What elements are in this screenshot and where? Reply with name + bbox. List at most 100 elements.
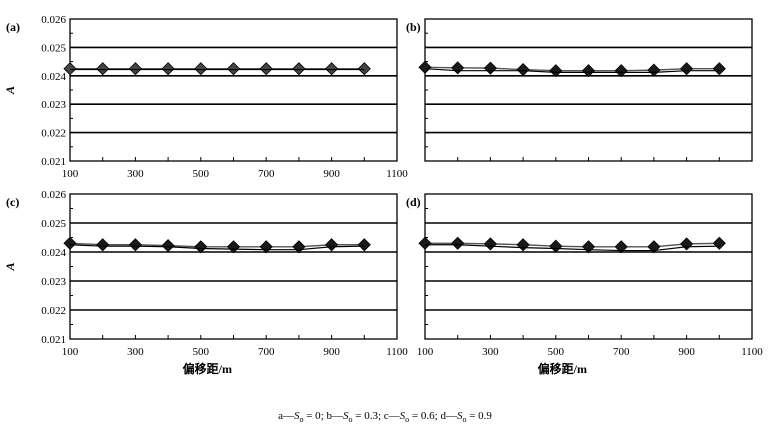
- plot-frame: [424, 193, 753, 340]
- data-point: [194, 240, 208, 254]
- data-point: [325, 238, 339, 252]
- series-2: [69, 244, 365, 251]
- panel-label: (c): [6, 195, 19, 209]
- data-point: [516, 62, 530, 77]
- series-2: [425, 244, 720, 252]
- x-axis-label: 偏移距/m: [183, 361, 232, 376]
- x-tick-label: 100: [417, 346, 434, 358]
- x-tick-label: 900: [323, 346, 340, 358]
- data-point: [418, 60, 432, 74]
- plot-frame: [69, 193, 398, 340]
- data-point: [712, 236, 726, 250]
- data-point: [292, 62, 306, 76]
- y-tick-label: 0.026: [41, 189, 66, 201]
- series-line: [425, 242, 720, 248]
- data-point: [549, 239, 563, 253]
- data-point: [581, 64, 596, 78]
- panel-label: (d): [406, 195, 421, 209]
- x-tick-label: 900: [323, 168, 340, 180]
- series-line: [424, 68, 720, 73]
- y-tick-label: 0.021: [41, 156, 66, 168]
- data-point: [226, 240, 241, 254]
- y-axis-label: A: [3, 262, 17, 271]
- x-tick-label: 500: [193, 346, 210, 358]
- series-1: [63, 236, 371, 254]
- x-tick-label: 100: [62, 346, 79, 358]
- data-point: [96, 62, 110, 76]
- data-point: [516, 238, 530, 252]
- data-point: [614, 64, 628, 78]
- data-point: [63, 62, 77, 76]
- x-tick-label: 900: [678, 346, 695, 358]
- x-tick-label: 700: [258, 168, 275, 180]
- x-tick-label: 700: [258, 346, 275, 358]
- data-point: [418, 236, 432, 250]
- x-tick-label: 300: [127, 346, 144, 358]
- data-point: [63, 236, 77, 250]
- series-line: [424, 66, 720, 72]
- data-point: [325, 62, 339, 76]
- y-tick-label: 0.026: [41, 14, 66, 26]
- x-tick-label: 100: [62, 168, 79, 180]
- series-1: [63, 62, 371, 76]
- data-point: [292, 240, 306, 254]
- figure-caption: a—So = 0; b—So = 0.3; c—So = 0.6; d—So =…: [0, 410, 770, 424]
- data-point: [483, 61, 497, 75]
- data-point: [194, 62, 208, 76]
- caption-item-a: a—So = 0;: [278, 410, 327, 425]
- data-point: [226, 62, 241, 76]
- data-point: [581, 240, 596, 254]
- y-tick-label: 0.023: [41, 99, 66, 111]
- y-tick-label: 0.025: [41, 218, 66, 230]
- x-tick-label: 1100: [386, 168, 408, 180]
- plot-frame: [424, 18, 753, 162]
- y-tick-label: 0.024: [41, 71, 66, 83]
- data-point: [128, 238, 142, 252]
- x-tick-label: 500: [548, 346, 565, 358]
- data-point: [161, 62, 175, 76]
- data-point: [161, 239, 175, 253]
- y-axis-label: A: [3, 86, 17, 95]
- plot-frame: [69, 18, 398, 162]
- data-point: [712, 62, 726, 76]
- x-tick-label: 1100: [741, 346, 763, 358]
- panel-label: (a): [6, 20, 20, 34]
- y-tick-label: 0.025: [41, 42, 66, 54]
- data-point: [549, 64, 563, 78]
- x-tick-label: 300: [127, 168, 144, 180]
- caption-item-b: b—So = 0.3;: [326, 410, 384, 425]
- data-point: [614, 240, 628, 254]
- data-point: [357, 62, 371, 76]
- series-line: [425, 244, 720, 252]
- data-point: [451, 236, 465, 250]
- data-point: [483, 237, 497, 251]
- y-tick-label: 0.022: [41, 305, 66, 317]
- x-tick-label: 1100: [386, 346, 408, 358]
- y-tick-label: 0.024: [41, 247, 66, 259]
- data-point: [259, 62, 273, 76]
- caption-item-d: d—So = 0.9: [440, 410, 492, 425]
- x-tick-label: 300: [482, 346, 499, 358]
- caption-item-c: c—So = 0.6;: [383, 410, 441, 425]
- series-1: [418, 60, 726, 78]
- panel-label: (b): [406, 20, 421, 34]
- data-point: [647, 63, 661, 77]
- y-tick-label: 0.022: [41, 128, 66, 140]
- y-tick-label: 0.023: [41, 276, 66, 288]
- x-axis-label: 偏移距/m: [538, 361, 587, 376]
- x-tick-label: 700: [613, 346, 630, 358]
- data-point: [128, 62, 142, 76]
- data-point: [259, 240, 273, 254]
- data-point: [680, 237, 694, 251]
- series-line: [69, 244, 365, 251]
- series-line: [69, 242, 365, 248]
- x-tick-label: 500: [193, 168, 210, 180]
- data-point: [451, 61, 465, 75]
- panel-b: (b): [406, 18, 753, 162]
- data-point: [96, 238, 110, 252]
- panel-d: 100 300 500 700 900 1100 (d) 偏移距/m: [406, 193, 763, 376]
- data-point: [680, 62, 694, 76]
